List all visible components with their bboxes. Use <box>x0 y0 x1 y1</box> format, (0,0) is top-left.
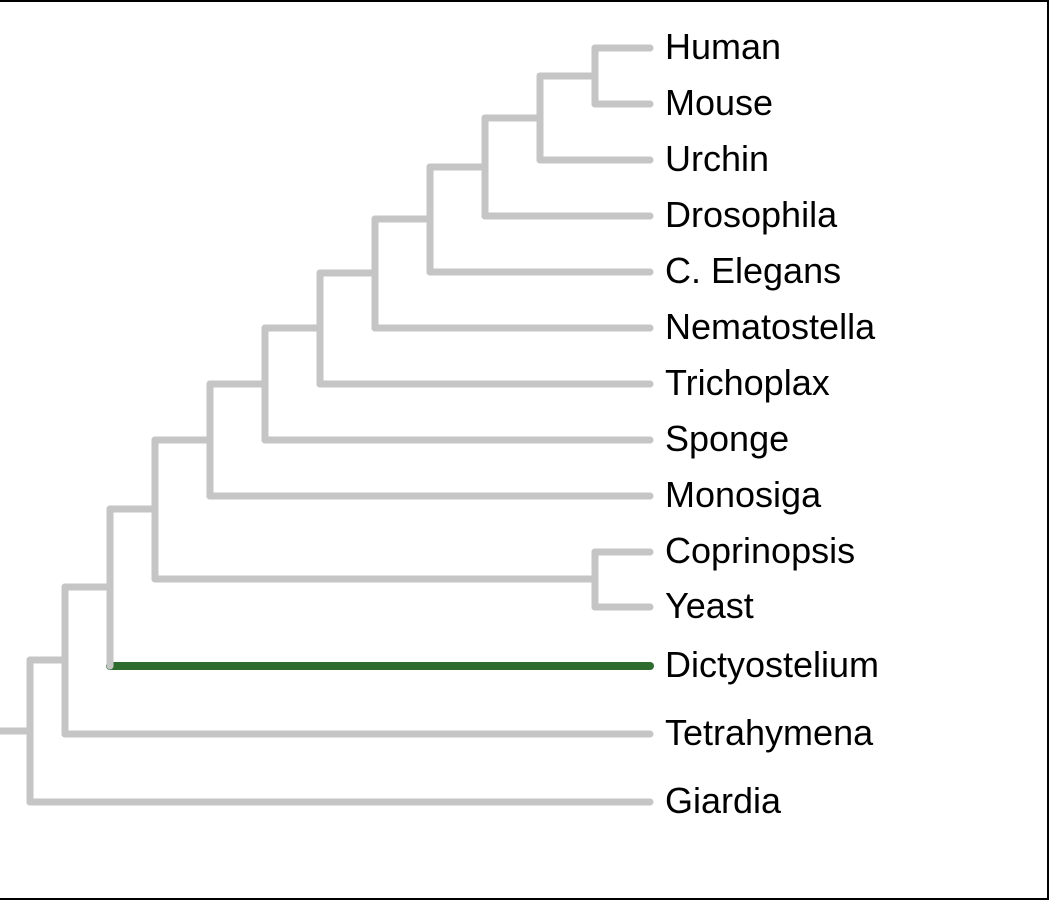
taxon-label: Drosophila <box>665 194 837 236</box>
phylogenetic-tree: Human Mouse Urchin Drosophila C. Elegans Nema… <box>0 2 1047 898</box>
taxon-label: Dictyostelium <box>665 644 879 686</box>
taxon-label: Giardia <box>665 780 781 822</box>
taxon-label: Monosiga <box>665 474 821 516</box>
taxon-label: Trichoplax <box>665 362 830 404</box>
taxon-label: Tetrahymena <box>665 712 873 754</box>
taxon-label: Mouse <box>665 82 773 124</box>
taxon-label: C. Elegans <box>665 250 841 292</box>
taxon-label: Nematostella <box>665 306 875 348</box>
taxon-label: Urchin <box>665 138 769 180</box>
taxon-label: Coprinopsis <box>665 530 855 572</box>
taxon-label: Sponge <box>665 418 789 460</box>
tree-branches-svg <box>0 2 1049 902</box>
taxon-label: Human <box>665 26 781 68</box>
taxon-label: Yeast <box>665 585 754 627</box>
